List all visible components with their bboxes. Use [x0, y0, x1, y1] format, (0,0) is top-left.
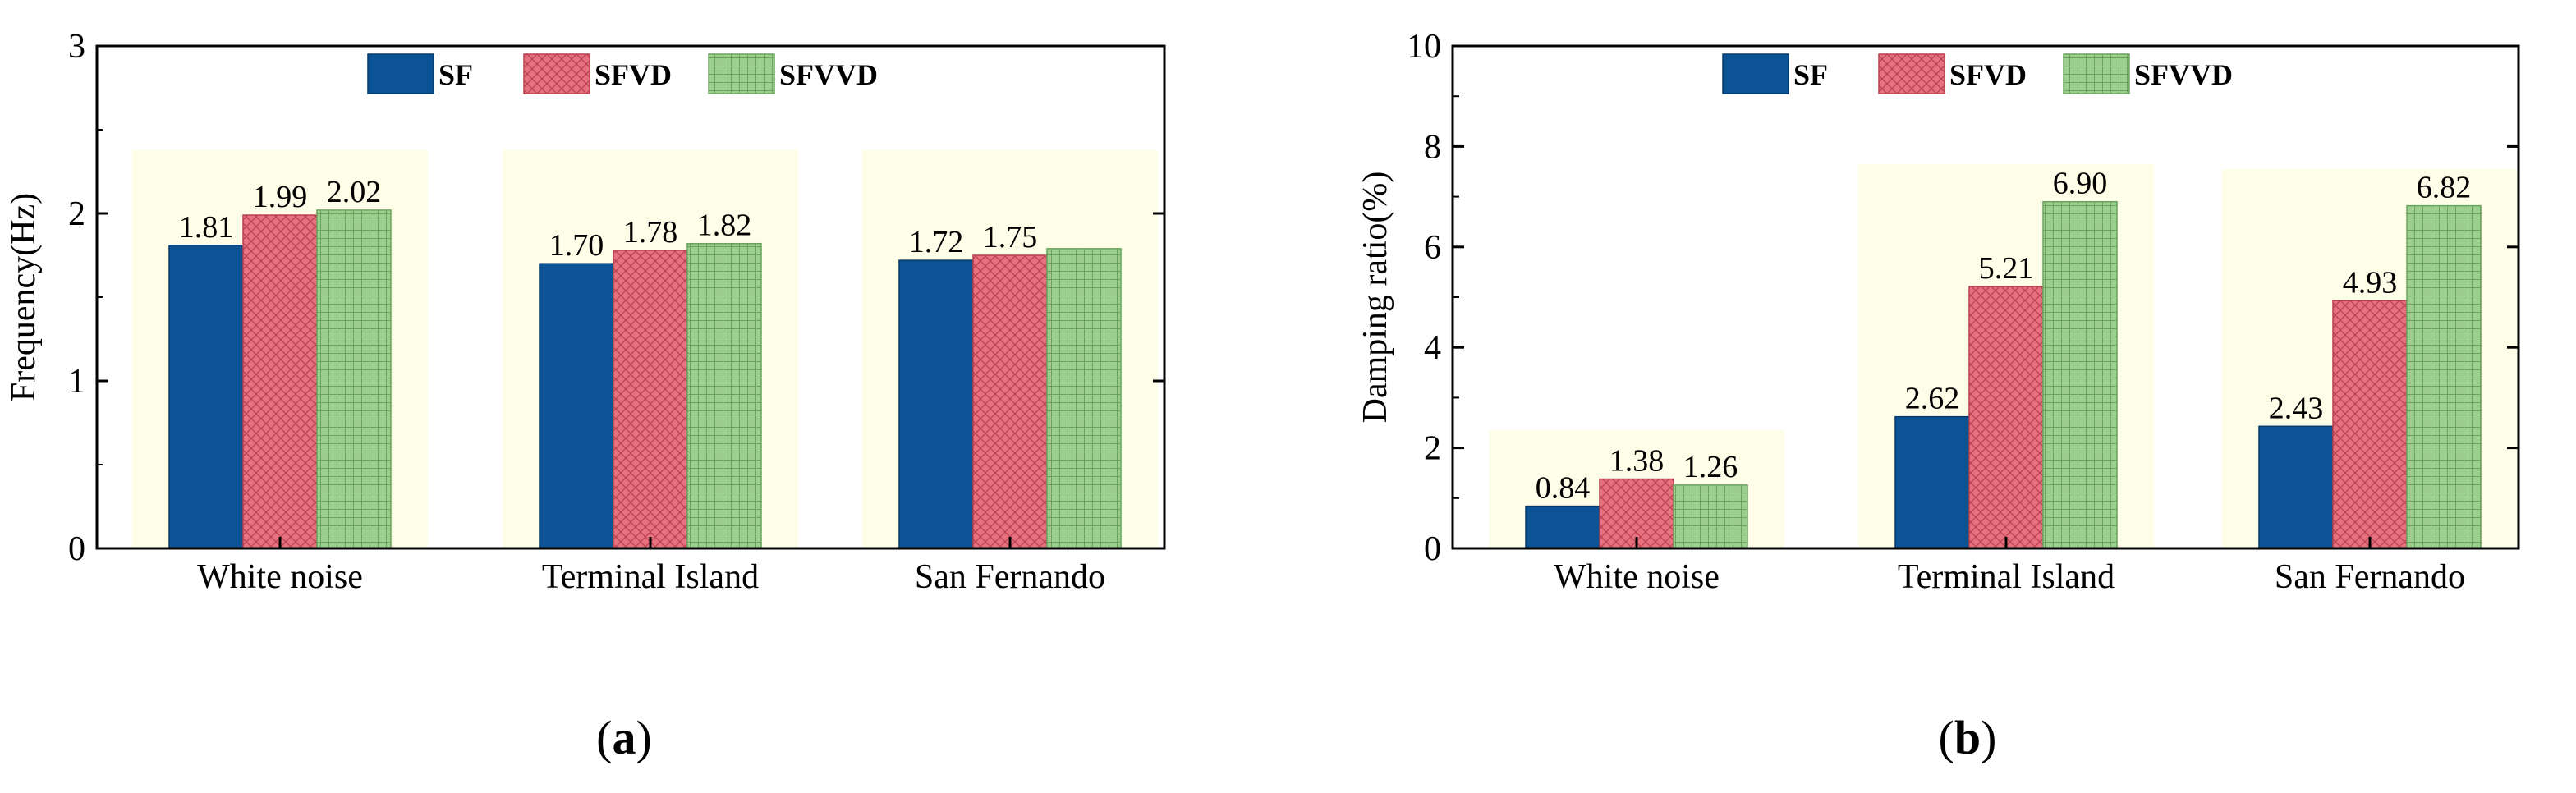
bar-value-labels: 1.81 1.70 1.72 1.99 1.78 1.75 2.02 1.82 — [179, 175, 1038, 263]
legend-swatch-sfvd — [1878, 53, 1945, 94]
bar-value-label: 4.93 — [2343, 265, 2398, 300]
x-tick-label: White noise — [197, 558, 363, 596]
x-tick-label: San Fernando — [915, 558, 1105, 596]
bar-value-label: 1.82 — [697, 209, 752, 243]
y-axis-ticks: 0 2 4 6 8 10 — [1407, 28, 2519, 568]
legend-swatch-sf — [1722, 53, 1789, 94]
x-tick-label: Terminal Island — [1898, 558, 2115, 596]
bars — [1525, 200, 2482, 549]
bar-sfvvd — [1046, 248, 1122, 549]
bar-sfvvd — [2042, 200, 2118, 549]
legend-swatch-sf — [367, 53, 434, 94]
bar-sf — [168, 245, 244, 549]
bar-value-label: 1.81 — [179, 210, 234, 245]
bars — [168, 209, 1122, 549]
bar-value-label: 6.82 — [2417, 171, 2472, 205]
bar-sfvvd — [1673, 484, 1748, 549]
bar-sf — [1525, 505, 1600, 549]
bar-value-label: 1.70 — [549, 228, 604, 263]
bar-sf — [1894, 415, 1970, 549]
legend-label-sfvvd: SFVVD — [2134, 58, 2233, 91]
y-axis-label: Frequency(Hz) — [5, 193, 43, 401]
y-tick-label: 1 — [68, 363, 85, 401]
bar-value-label: 1.78 — [623, 215, 678, 250]
y-axis-ticks: 0 1 2 3 — [68, 28, 1164, 568]
x-axis-ticks: White noise Terminal Island San Fernando — [1554, 537, 2465, 596]
bar-value-labels: 0.84 2.62 2.43 1.38 5.21 4.93 1.26 6.90 6.82 — [1536, 167, 2472, 506]
y-tick-label: 10 — [1407, 28, 1441, 66]
bar-value-label: 5.21 — [1979, 251, 2034, 286]
bar-sf — [898, 259, 974, 549]
panel-label-a: (a) — [596, 711, 652, 764]
bar-value-label: 6.90 — [2053, 167, 2108, 201]
bar-sfvd — [1968, 286, 2044, 549]
bar-value-label: 2.43 — [2269, 391, 2324, 425]
bar-value-label: 0.84 — [1536, 471, 1591, 506]
y-tick-label: 2 — [68, 195, 85, 233]
bar-sfvvd — [2406, 204, 2482, 549]
y-tick-label: 6 — [1424, 229, 1441, 267]
bar-sf — [539, 263, 614, 549]
y-tick-label: 0 — [1424, 530, 1441, 568]
bar-value-label: 1.72 — [909, 225, 964, 259]
legend: SF SFVD SFVVD — [1722, 53, 2233, 94]
legend-label-sf: SF — [1793, 58, 1828, 91]
x-tick-label: White noise — [1554, 558, 1720, 596]
bar-sf — [2258, 425, 2334, 549]
bar-value-label: 2.02 — [327, 175, 382, 209]
bar-value-label: 1.26 — [1683, 450, 1738, 484]
legend-label-sfvvd: SFVVD — [779, 58, 878, 91]
y-tick-label: 3 — [68, 28, 85, 66]
bar-value-label: 2.62 — [1905, 382, 1960, 416]
y-tick-label: 4 — [1424, 329, 1441, 367]
y-axis-label: Damping ratio(%) — [1357, 172, 1394, 424]
chart-panel-a: 1.81 1.70 1.72 1.99 1.78 1.75 2.02 1.82 0 1 2 3 Wh… — [5, 28, 1166, 764]
bar-sfvvd — [686, 242, 762, 549]
bar-sfvvd — [316, 209, 392, 549]
chart-panel-b: 0.84 2.62 2.43 1.38 5.21 4.93 1.26 6.90 6.82 0 2 4… — [1357, 28, 2520, 764]
legend: SF SFVD SFVVD — [367, 53, 878, 94]
x-axis-ticks: White noise Terminal Island San Fernando — [197, 537, 1105, 596]
panel-label-b: (b) — [1939, 711, 1997, 764]
y-tick-label: 8 — [1424, 128, 1441, 166]
legend-swatch-sfvvd — [2063, 53, 2130, 94]
bar-sfvd — [972, 254, 1048, 549]
x-tick-label: San Fernando — [2275, 558, 2465, 596]
bar-value-label: 1.38 — [1609, 444, 1665, 479]
bar-sfvd — [242, 214, 318, 549]
legend-label-sfvd: SFVD — [595, 58, 672, 91]
x-tick-label: Terminal Island — [542, 558, 759, 596]
legend-label-sf: SF — [439, 58, 473, 91]
bar-sfvd — [2332, 300, 2408, 549]
legend-swatch-sfvd — [523, 53, 590, 94]
bar-sfvd — [613, 250, 688, 549]
y-tick-label: 2 — [1424, 430, 1441, 468]
legend-label-sfvd: SFVD — [1949, 58, 2027, 91]
bar-value-label: 1.75 — [983, 220, 1038, 254]
bar-sfvd — [1599, 478, 1674, 549]
y-tick-label: 0 — [68, 530, 85, 568]
bar-value-label: 1.99 — [253, 180, 308, 214]
legend-swatch-sfvvd — [708, 53, 775, 94]
